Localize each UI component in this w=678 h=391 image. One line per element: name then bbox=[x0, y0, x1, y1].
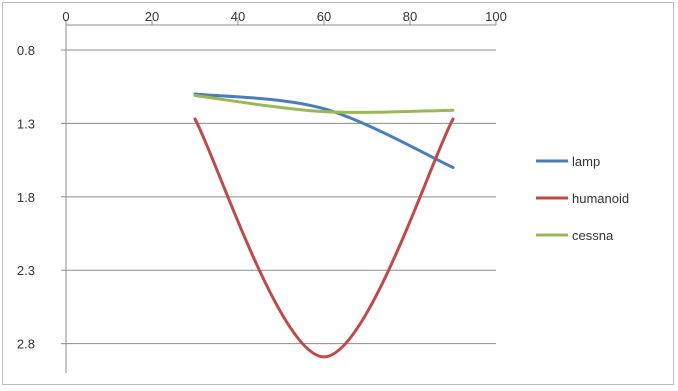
y-tick-label-3: 2.3 bbox=[17, 263, 35, 278]
line-chart: 0.8 1.3 1.8 2.3 2.8 0 20 40 60 80 100 lamp humanoid… bbox=[17, 9, 629, 373]
y-tick-label-2: 1.8 bbox=[17, 190, 35, 205]
legend-label-lamp: lamp bbox=[572, 154, 600, 169]
x-tick-label-5: 100 bbox=[485, 9, 507, 24]
x-tick-label-1: 20 bbox=[145, 9, 159, 24]
legend: lamp humanoid cessna bbox=[536, 154, 629, 243]
legend-label-humanoid: humanoid bbox=[572, 191, 629, 206]
series-line-lamp bbox=[193, 92, 455, 169]
x-tick-label-3: 60 bbox=[317, 9, 331, 24]
series-line-humanoid bbox=[193, 117, 455, 359]
series-line-cessna bbox=[193, 94, 455, 115]
y-tick-label-4: 2.8 bbox=[17, 337, 35, 352]
axes: 0.8 1.3 1.8 2.3 2.8 0 20 40 60 80 100 bbox=[17, 9, 507, 373]
y-tick-label-0: 0.8 bbox=[17, 43, 35, 58]
x-tick-label-2: 40 bbox=[231, 9, 245, 24]
y-tick-label-1: 1.3 bbox=[17, 116, 35, 131]
chart-frame: 0.8 1.3 1.8 2.3 2.8 0 20 40 60 80 100 lamp humanoid… bbox=[2, 2, 674, 385]
x-tick-label-0: 0 bbox=[62, 9, 69, 24]
x-tick-label-4: 80 bbox=[403, 9, 417, 24]
gridlines bbox=[66, 49, 496, 345]
series-lines bbox=[193, 92, 455, 359]
legend-label-cessna: cessna bbox=[572, 228, 614, 243]
